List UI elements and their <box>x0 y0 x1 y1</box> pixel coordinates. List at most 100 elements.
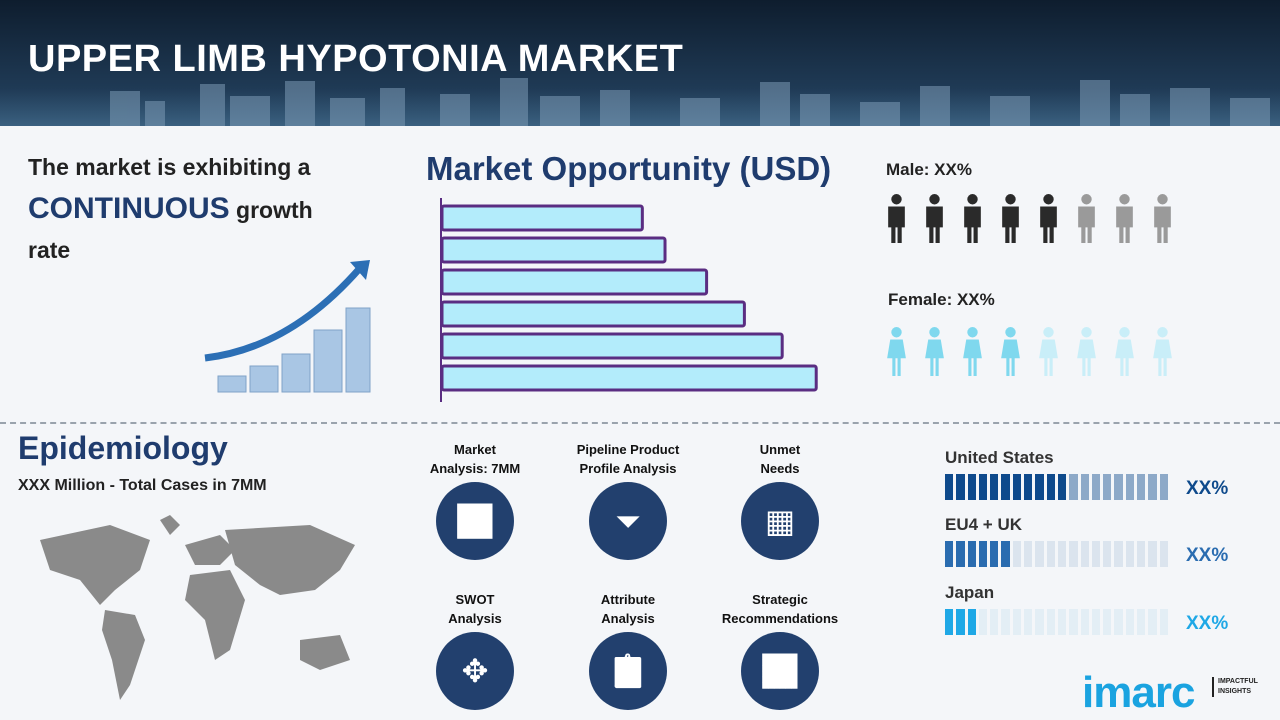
growth-bars-icon: 📈 <box>741 632 819 710</box>
bar-segment <box>1159 609 1168 635</box>
bar-segment <box>1024 609 1033 635</box>
bar-segment <box>1012 474 1022 500</box>
bar-segment <box>978 474 988 500</box>
male-icons <box>884 193 1175 248</box>
bar-segment <box>1159 541 1168 567</box>
bar-segment <box>1114 609 1123 635</box>
bar-segment <box>1148 541 1157 567</box>
bar-segment <box>1035 474 1044 500</box>
chart-bar <box>440 204 644 232</box>
bar-segment <box>945 541 954 567</box>
bar-segment <box>1159 474 1168 500</box>
bar-segment <box>967 541 976 567</box>
female-person-icon <box>1150 326 1175 381</box>
bar-segment <box>1125 541 1135 567</box>
feature-label: Unmet Needs <box>700 440 860 478</box>
chart-bar <box>440 300 746 328</box>
bar-segment <box>1137 609 1146 635</box>
feature-label-line1: Strategic <box>752 592 808 607</box>
bar-segment <box>1001 609 1010 635</box>
growth-text-line1: The market is exhibiting a <box>28 154 311 180</box>
bar-segment <box>1091 609 1101 635</box>
epidemiology-subtitle: XXX Million - Total Cases in 7MM <box>18 477 267 494</box>
bar-segment <box>1103 609 1112 635</box>
feature-label-line1: Unmet <box>759 442 801 457</box>
bar-segment <box>1080 541 1089 567</box>
bar-segment <box>1024 474 1033 500</box>
logo-tagline-line1: IMPACTFUL <box>1218 678 1258 685</box>
chart-bar <box>440 332 784 360</box>
bar-segment <box>1001 474 1010 500</box>
bar-segment <box>967 474 976 500</box>
bar-segment <box>1137 541 1146 567</box>
imarc-logo: imarc <box>1082 668 1195 717</box>
growth-highlight: CONTINUOUS <box>28 192 230 225</box>
male-label: Male: XX% <box>886 160 972 179</box>
bar-segment <box>956 474 965 500</box>
logo-tagline-line2: INSIGHTS <box>1218 688 1252 695</box>
world-map-graphic <box>40 515 355 700</box>
region-share-bar <box>945 541 1168 567</box>
epidemiology-title: Epidemiology <box>18 430 228 466</box>
region-percentage: XX% <box>1186 478 1229 499</box>
chart-bar <box>440 268 709 296</box>
feature-label-line2: Analysis: 7MM <box>429 461 521 476</box>
bar-segment <box>978 541 988 567</box>
male-person-icon <box>884 193 909 248</box>
region-percentage: XX% <box>1186 613 1229 634</box>
region-name: EU4 + UK <box>945 515 1022 534</box>
feature-label-line1: Attribute <box>600 592 656 607</box>
region-name: United States <box>945 448 1054 467</box>
market-opportunity-title: Market Opportunity (USD) <box>426 150 832 187</box>
bar-segment <box>1024 541 1033 567</box>
bar-segment <box>1114 474 1123 500</box>
bar-segment <box>967 609 976 635</box>
bar-segment <box>1103 541 1112 567</box>
female-person-icon <box>960 326 985 381</box>
region-name: Japan <box>945 583 995 602</box>
feature-label-line1: Pipeline Product <box>576 442 680 457</box>
bar-segment <box>978 609 988 635</box>
feature-label: Market Analysis: 7MM <box>395 440 555 478</box>
maze-icon: ▦ <box>741 482 819 560</box>
female-person-icon <box>884 326 909 381</box>
funnel-icon: ⏷ <box>589 482 667 560</box>
chart-analysis-icon: 📊 <box>436 482 514 560</box>
bar-segment <box>1001 541 1010 567</box>
bar-segment <box>1080 609 1089 635</box>
growth-text-line3: rate <box>28 237 71 263</box>
female-person-icon <box>1074 326 1099 381</box>
bar-segment <box>1046 474 1055 500</box>
growth-text-rest: growth <box>229 197 313 223</box>
female-person-icon <box>922 326 947 381</box>
logo-tagline: IMPACTFUL INSIGHTS <box>1212 677 1258 697</box>
region-share-bar <box>945 609 1168 635</box>
feature-label: SWOT Analysis <box>395 590 555 628</box>
feature-label-line2: Profile Analysis <box>579 461 677 476</box>
bar-segment <box>1103 474 1112 500</box>
feature-label-line2: Analysis <box>448 611 502 626</box>
bar-segment <box>1125 474 1135 500</box>
male-person-icon <box>1074 193 1099 248</box>
male-person-icon <box>1112 193 1137 248</box>
bar-segment <box>1035 541 1044 567</box>
female-person-icon <box>1112 326 1137 381</box>
feature-label-line1: SWOT <box>455 592 495 607</box>
feature-label: Pipeline Product Profile Analysis <box>548 440 708 478</box>
feature-label-line2: Needs <box>760 461 800 476</box>
female-label: Female: XX% <box>888 290 995 309</box>
bar-segment <box>945 609 954 635</box>
bar-segment <box>990 474 999 500</box>
female-icons <box>884 326 1175 381</box>
bar-segment <box>990 541 999 567</box>
feature-label-line2: Recommendations <box>721 611 839 626</box>
page-title: UPPER LIMB HYPOTONIA MARKET <box>28 38 684 80</box>
growth-text-line2: CONTINUOUS growth <box>28 192 313 226</box>
bar-segment <box>1035 609 1044 635</box>
bar-segment <box>1057 474 1067 500</box>
male-person-icon <box>998 193 1023 248</box>
female-person-icon <box>998 326 1023 381</box>
bar-segment <box>1148 474 1157 500</box>
clipboard-strategy-icon: 📋 <box>589 632 667 710</box>
feature-label-line2: Analysis <box>601 611 655 626</box>
